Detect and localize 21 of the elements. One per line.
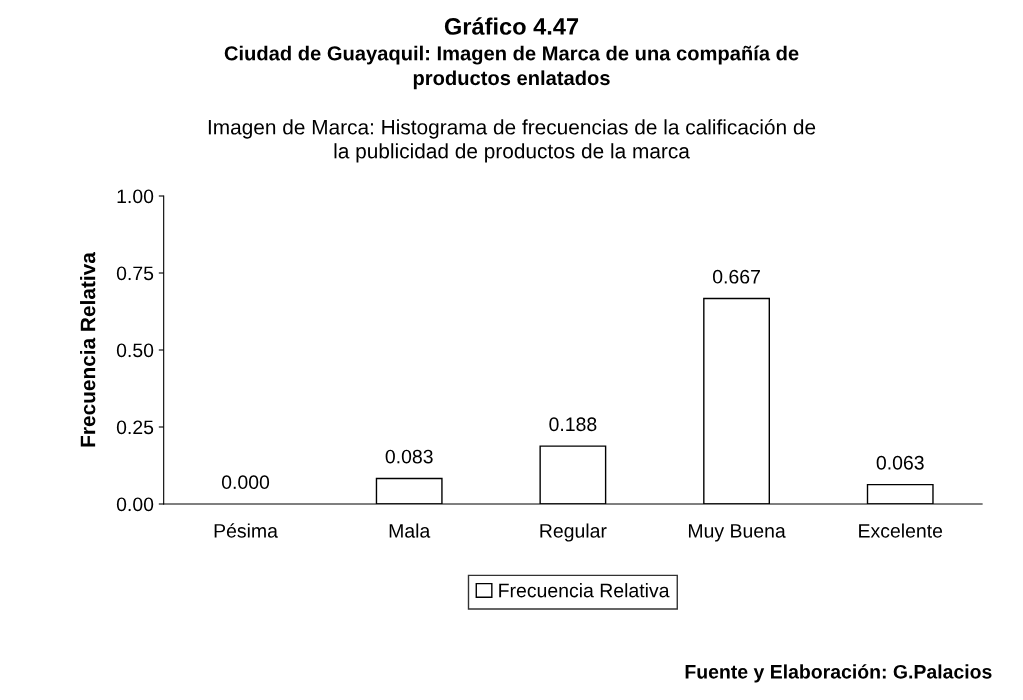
source-note: Fuente y Elaboración: G.Palacios — [685, 664, 992, 683]
x-tick-label: Mala — [389, 523, 431, 538]
y-tick-label: 0.75 — [116, 266, 154, 281]
y-tick-label: 0.25 — [116, 420, 154, 435]
data-label: 0.083 — [385, 449, 433, 464]
data-label: 0.000 — [221, 475, 270, 490]
chart-title: Gráfico 4.47 — [444, 17, 579, 35]
x-tick-label: Muy Buena — [688, 524, 786, 542]
chart-subtitle: Ciudad de Guayaquil: Imagen de Marca de una compañía de productos enlatados — [224, 45, 799, 90]
legend-label: Frecuencia Relativa — [499, 583, 670, 598]
text: Imagen de Marca: Histograma de frecuencias de la calificación de la publicidad de productos de la marca — [208, 119, 816, 163]
y-tick-label: 0.00 — [116, 497, 154, 512]
y-tick-label: 0.50 — [116, 343, 154, 358]
x-tick-label: Excelente — [859, 523, 943, 538]
x-tick-label: Regular — [540, 523, 607, 542]
y-axis-title: Frecuencia Relativa — [80, 252, 96, 447]
data-label: 0.063 — [876, 455, 924, 470]
y-tick-label: 1.00 — [117, 189, 154, 204]
data-label: 0.667 — [712, 269, 760, 284]
x-tick-label: Pésima — [214, 523, 278, 538]
data-label: 0.188 — [549, 417, 597, 432]
